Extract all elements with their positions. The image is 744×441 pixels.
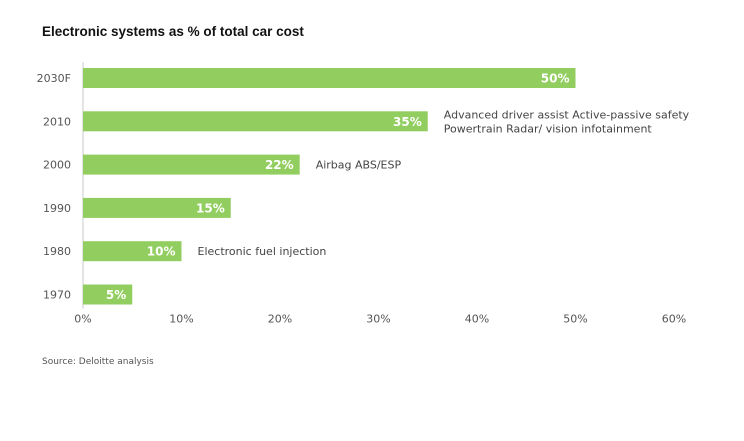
x-tick-label: 60%	[662, 313, 686, 326]
x-tick-label: 10%	[169, 313, 193, 326]
bar-value-label: 22%	[265, 158, 294, 172]
bar-value-label: 5%	[106, 288, 126, 302]
bar	[83, 111, 428, 132]
category-label: 2030F	[37, 72, 71, 85]
bar-value-label: 10%	[147, 245, 176, 259]
bar	[83, 154, 300, 175]
bar-annotation: Electronic fuel injection	[198, 245, 327, 258]
bar-annotation: Advanced driver assist Active-passive sa…	[444, 108, 690, 121]
category-label: 2000	[43, 159, 71, 172]
bar	[83, 68, 576, 88]
bar-annotation: Powertrain Radar/ vision infotainment	[444, 122, 653, 135]
bar	[83, 284, 133, 305]
x-tick-label: 20%	[268, 313, 292, 326]
source-note: Source: Deloitte analysis	[42, 357, 154, 367]
bar-value-label: 35%	[393, 115, 422, 129]
x-tick-label: 0%	[74, 313, 91, 326]
bar-value-label: 50%	[541, 72, 570, 86]
bar-annotation: Airbag ABS/ESP	[316, 159, 402, 172]
bar-value-label: 15%	[196, 201, 225, 215]
chart-title: Electronic systems as % of total car cos…	[42, 24, 304, 39]
bar	[83, 241, 182, 262]
x-tick-label: 40%	[465, 313, 489, 326]
x-tick-label: 30%	[366, 313, 390, 326]
bar	[83, 197, 231, 218]
category-label: 1970	[43, 289, 71, 302]
category-label: 1980	[43, 245, 71, 258]
category-label: 1990	[43, 202, 71, 215]
x-tick-label: 50%	[563, 313, 587, 326]
category-label: 2010	[43, 115, 71, 128]
